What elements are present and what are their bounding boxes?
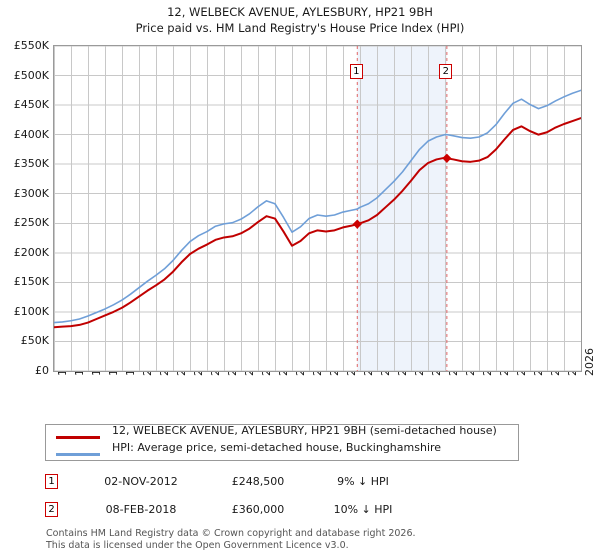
y-axis-tick-label: £300K (13, 186, 49, 200)
chart-svg (54, 46, 581, 371)
footer-line-copyright: Contains HM Land Registry data © Crown c… (46, 528, 416, 539)
legend-item-hpi: HPI: Average price, semi-detached house,… (46, 441, 518, 464)
series-line-price-paid (54, 117, 581, 329)
highlight-band (357, 46, 447, 371)
series-line-hpi (54, 89, 581, 324)
transaction-point-marker[interactable] (442, 153, 452, 163)
x-axis-tick-label: 2026 (583, 348, 596, 376)
chart-title-block: 12, WELBECK AVENUE, AYLESBURY, HP21 9BH … (0, 4, 600, 36)
table-row[interactable]: 2 08-FEB-2018 £360,000 10% ↓ HPI (45, 502, 525, 522)
transaction-price: £248,500 (231, 475, 285, 488)
legend-item-price-paid: 12, WELBECK AVENUE, AYLESBURY, HP21 9BH … (46, 424, 518, 447)
highlight-band-layer (357, 46, 447, 371)
legend-label-hpi: HPI: Average price, semi-detached house,… (112, 441, 442, 454)
transaction-point-marker[interactable] (352, 219, 362, 229)
table-row[interactable]: 1 02-NOV-2012 £248,500 9% ↓ HPI (45, 474, 525, 494)
footer-line-licence: This data is licensed under the Open Gov… (46, 539, 349, 551)
chart-plot-area (53, 45, 582, 372)
y-axis-tick-label: £500K (13, 68, 49, 82)
y-axis-tick-label: £50K (20, 334, 49, 348)
transaction-date: 08-FEB-2018 (105, 503, 177, 516)
status-badge: 2 (45, 502, 58, 517)
y-axis-tick-label: £350K (13, 157, 49, 171)
series-lines-layer (54, 89, 581, 329)
gridlines-layer (54, 46, 581, 371)
footer-attribution: Contains HM Land Registry data © Crown c… (46, 528, 586, 551)
y-axis-tick-label: £550K (13, 39, 49, 52)
y-axis-tick-label: £200K (13, 245, 49, 259)
legend-swatch-price-paid (56, 436, 100, 439)
y-axis-tick-label: £100K (13, 304, 49, 318)
transaction-callout-2[interactable]: 2 (439, 64, 453, 79)
status-badge: 1 (45, 474, 58, 489)
page-title: 12, WELBECK AVENUE, AYLESBURY, HP21 9BH (167, 5, 433, 19)
y-axis-tick-label: £150K (13, 275, 49, 289)
transaction-hpi-delta: 9% ↓ HPI (337, 475, 389, 488)
y-axis-tick-label: £400K (13, 127, 49, 141)
transaction-point-markers-layer (352, 153, 452, 229)
legend-label-price-paid: 12, WELBECK AVENUE, AYLESBURY, HP21 9BH … (112, 424, 497, 437)
y-axis-tick-label: £250K (13, 216, 49, 230)
transaction-price: £360,000 (231, 503, 285, 516)
page-subtitle: Price paid vs. HM Land Registry's House … (135, 21, 465, 35)
legend-swatch-hpi (56, 453, 100, 456)
y-axis-tick-label: £450K (13, 98, 49, 112)
transaction-date: 02-NOV-2012 (104, 475, 178, 488)
y-axis-tick-label: £0 (35, 364, 49, 377)
transaction-hpi-delta: 10% ↓ HPI (333, 503, 393, 516)
chart-legend: 12, WELBECK AVENUE, AYLESBURY, HP21 9BH … (45, 424, 519, 461)
transaction-callout-1[interactable]: 1 (349, 64, 363, 79)
